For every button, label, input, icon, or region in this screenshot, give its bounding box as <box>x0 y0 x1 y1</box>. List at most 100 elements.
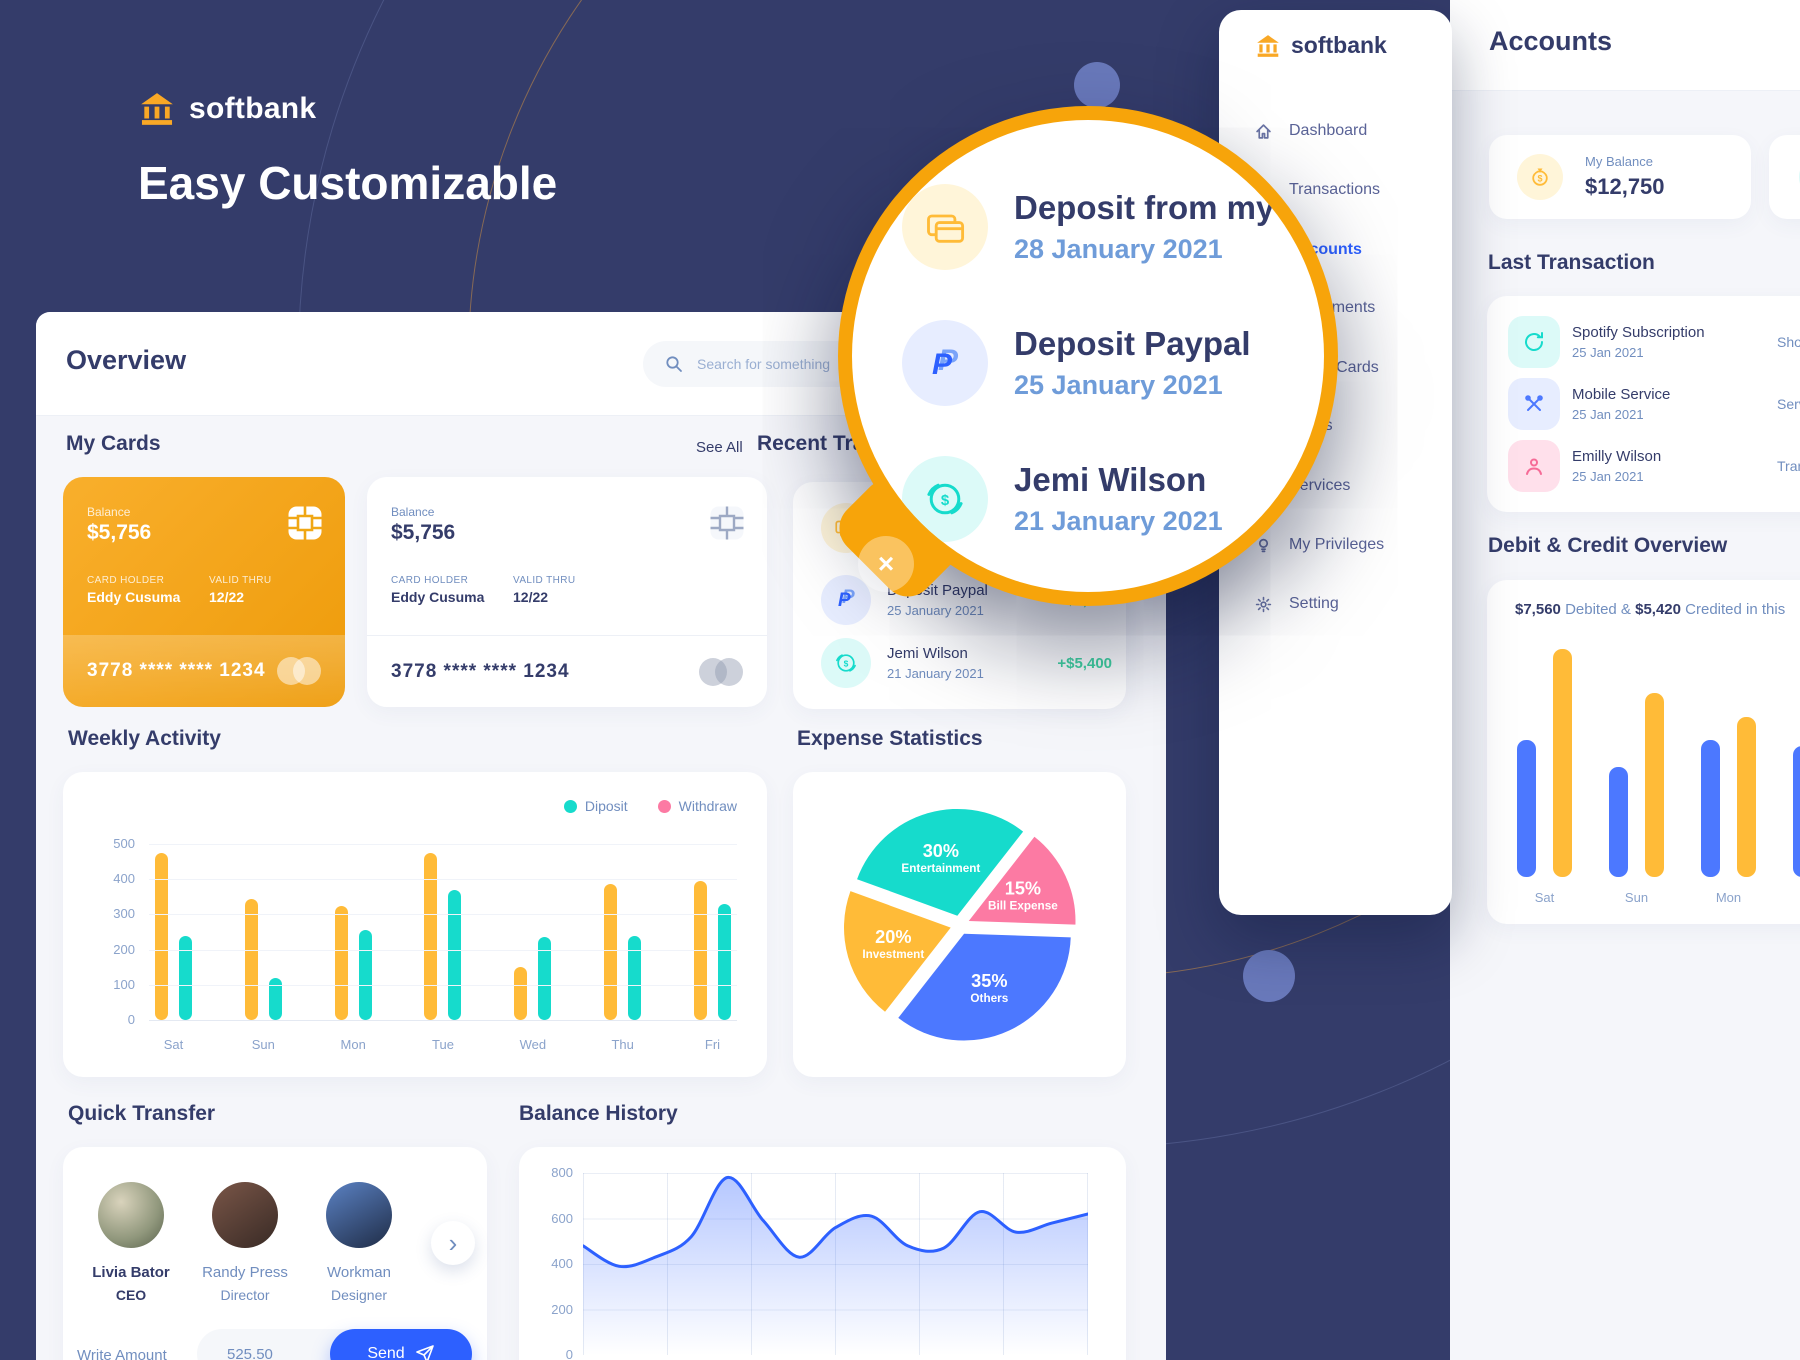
brand-logo: softbank <box>138 90 316 128</box>
debit-credit-bar-chart: Sat Sun Mon <box>1517 637 1800 905</box>
x-axis-label: Mon <box>340 1037 366 1052</box>
transaction-date: 25 Jan 2021 <box>1572 345 1644 360</box>
avatar <box>212 1182 278 1248</box>
transaction-row[interactable]: Mobile Service 25 Jan 2021 Service <box>1508 378 1800 430</box>
person-livia[interactable]: Livia Bator CEO <box>83 1182 179 1303</box>
bars <box>155 852 192 1020</box>
quick-transfer-card: Livia Bator CEO Randy Press Director Wor… <box>63 1147 487 1360</box>
close-icon[interactable]: × <box>858 536 914 592</box>
person-name: Randy Press <box>202 1264 288 1281</box>
y-axis-tick: 100 <box>113 976 135 992</box>
valid-value: 12/22 <box>209 589 245 605</box>
privilege-icon <box>1258 538 1269 552</box>
legend-withdraw: Withdraw <box>657 798 737 814</box>
valid-label: VALID THRU <box>513 575 576 586</box>
person-randy[interactable]: Randy Press Director <box>197 1182 293 1303</box>
diposit-bar <box>448 889 462 1020</box>
diposit-bar <box>538 937 552 1020</box>
withdraw-bar <box>514 967 528 1020</box>
line-series <box>583 1175 1088 1269</box>
bar-group: Mon <box>334 905 372 1052</box>
bank-icon <box>138 90 176 128</box>
card-number: 3778 **** **** 1234 <box>87 660 266 681</box>
transaction-row[interactable]: $ Jemi Wilson 21 January 2021 +$5,400 <box>821 638 1112 688</box>
diposit-bar <box>358 930 372 1020</box>
expense-pie-chart: 30%Entertainment 15%Bill Expense 35%Others… <box>843 808 1075 1041</box>
pie-slice <box>968 836 1075 925</box>
money-bag-icon: $ <box>1517 154 1563 200</box>
legend-dot-pink <box>657 800 671 813</box>
credited-bar <box>1609 767 1628 877</box>
card-number: 3778 **** **** 1234 <box>391 661 570 682</box>
y-axis-tick: 800 <box>551 1165 573 1180</box>
my-cards-heading: My Cards <box>66 432 161 455</box>
transfer-people-list: Livia Bator CEO Randy Press Director Wor… <box>83 1182 407 1303</box>
withdraw-bar <box>155 852 168 1020</box>
chevron-right-icon[interactable]: › <box>431 1221 475 1265</box>
card-chip-icon <box>287 505 323 541</box>
expense-statistics-heading: Expense Statistics <box>797 727 983 750</box>
refresh-icon <box>1508 316 1560 368</box>
transaction-row[interactable]: Emilly Wilson 25 Jan 2021 Transfer <box>1508 440 1800 492</box>
chart-legend: Diposit Withdraw <box>563 798 737 814</box>
balance-area-chart <box>583 1173 1088 1355</box>
sidebar-item-dashboard[interactable]: Dashboard <box>1255 122 1367 140</box>
transaction-title: Spotify Subscription <box>1572 324 1705 341</box>
transaction-title: Jemi Wilson <box>887 645 968 662</box>
balance-value: $5,756 <box>391 521 456 544</box>
write-amount-label: Write Amount <box>77 1347 167 1360</box>
svg-text:$: $ <box>1537 174 1542 184</box>
see-all-link[interactable]: See All <box>696 439 743 456</box>
sidebar-item-setting[interactable]: Setting <box>1255 595 1339 613</box>
gridline <box>149 949 737 951</box>
user-icon <box>1508 440 1560 492</box>
debit-credit-heading: Debit & Credit Overview <box>1488 534 1728 557</box>
balance-value: $5,756 <box>87 521 152 544</box>
partial-balance-card <box>1769 135 1800 219</box>
my-balance-label: My Balance <box>1585 154 1653 169</box>
page-title: Overview <box>66 345 187 375</box>
transaction-date: 25 January 2021 <box>887 603 984 618</box>
person-role: CEO <box>115 1287 147 1303</box>
accounts-header: Accounts <box>1450 0 1800 91</box>
y-axis-tick: 400 <box>551 1256 573 1271</box>
dollar-coin-icon: $ <box>902 456 988 542</box>
send-button[interactable]: Send <box>330 1329 472 1360</box>
paper-plane-icon <box>415 1344 435 1360</box>
legend-diposit: Diposit <box>563 798 628 814</box>
pie-label: 35% <box>971 970 1007 990</box>
person-workman[interactable]: Workman Designer <box>311 1182 407 1303</box>
weekly-activity-heading: Weekly Activity <box>68 727 221 750</box>
holder-name: Eddy Cusuma <box>87 589 181 605</box>
credited-amount: $5,420 <box>1635 601 1681 618</box>
pie-label: 15% <box>1004 878 1040 898</box>
y-axis-tick: 500 <box>113 836 135 851</box>
y-axis-tick: 600 <box>551 1211 573 1226</box>
person-role: Designer <box>330 1287 388 1303</box>
credit-cards-icon <box>902 184 988 270</box>
x-axis-label: Sun <box>1624 890 1649 905</box>
card-footer: 3778 **** **** 1234 <box>63 635 345 707</box>
pie-label: Bill Expense <box>988 899 1058 912</box>
y-axis-tick: 400 <box>113 871 135 887</box>
home-icon <box>1256 123 1271 139</box>
accounts-title: Accounts <box>1489 26 1613 56</box>
holder-label: CARD HOLDER <box>391 575 469 586</box>
area-fill <box>583 1177 1088 1355</box>
sidebar-item-my-privileges[interactable]: My Privileges <box>1255 536 1384 554</box>
pie-slice <box>843 890 951 1012</box>
brand-name: softbank <box>189 92 317 125</box>
debit-credit-card: $7,560 Debited & $5,420 Credited in this… <box>1487 580 1800 924</box>
gridline <box>149 1020 737 1021</box>
expense-statistics-card: 30% Entertainment 15% Bill Expense 35% Others… <box>793 772 1126 1077</box>
sidebar-logo: softbank <box>1255 32 1387 59</box>
avatar <box>98 1182 164 1248</box>
x-axis-label: Mon <box>1715 890 1742 905</box>
bars <box>334 905 372 1020</box>
transaction-row[interactable]: Spotify Subscription 25 Jan 2021 Shoppin… <box>1508 316 1800 368</box>
y-axis-tick: 300 <box>113 906 135 922</box>
magnified-transaction: Deposit from my 28 January 2021 <box>902 184 1324 270</box>
